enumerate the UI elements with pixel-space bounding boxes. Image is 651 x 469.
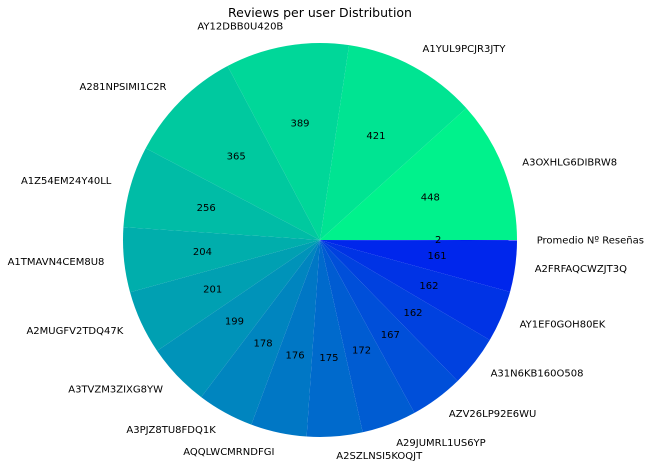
slice-label-aqqlwcmrndfgi: AQQLWCMRNDFGI: [183, 447, 274, 458]
slice-label-a1tmavn4cem8u8: A1TMAVN4CEM8U8: [8, 257, 105, 268]
slice-label-ay12dbb0u420b: AY12DBB0U420B: [197, 21, 283, 32]
slice-value-a31n6kb160o508: 162: [403, 308, 422, 319]
slice-label-a281npsimi1c2r: A281NPSIMI1C2R: [80, 82, 167, 93]
slice-label-a3oxhlg6dibrw8: A3OXHLG6DIBRW8: [522, 157, 617, 168]
pie-slice-ay12dbb0u420b: [227, 43, 350, 241]
pie-slice-azv26lp92e6wu: [320, 240, 458, 413]
slice-label-a3pjz8tu8fdq1k: A3PJZ8TU8FDQ1K: [126, 425, 216, 436]
slice-label-a1yul9pcjr3jty: A1YUL9PCJR3JTY: [423, 44, 507, 55]
pie-slice-a3oxhlg6dibrw8: [320, 108, 517, 240]
pie-slice-a3tvzm3zixg8yw: [157, 240, 320, 398]
pie-slice-a31n6kb160o508: [320, 240, 490, 381]
pie-slice-a2frfaqcwzjt3q: [320, 240, 517, 292]
slice-label-a2mugfv2tdq47k: A2MUGFV2TDQ47K: [26, 326, 123, 337]
slice-value-a1tmavn4cem8u8: 204: [193, 247, 212, 258]
pie-slice-promedio-n-rese-as: [320, 240, 518, 241]
slice-value-a1yul9pcjr3jty: 421: [366, 131, 385, 142]
slice-value-promedio-n-rese-as: 2: [435, 235, 441, 246]
slice-value-a1z54em24y40ll: 256: [197, 203, 216, 214]
slice-labels: A3OXHLG6DIBRW8 A1YUL9PCJR3JTY AY12DBB0U420…: [8, 21, 644, 462]
slice-value-a281npsimi1c2r: 365: [227, 152, 246, 163]
pie-slices: [122, 43, 518, 438]
slice-label-ay1ef0goh80ek: AY1EF0GOH80EK: [520, 319, 606, 330]
slice-label-a31n6kb160o508: A31N6KB160O508: [491, 369, 584, 380]
pie-slice-a3pjz8tu8fdq1k: [201, 240, 320, 425]
pie-slice-a2szlnsi5koqjt: [306, 240, 363, 438]
slice-label-a2frfaqcwzjt3q: A2FRFAQCWZJT3Q: [535, 264, 627, 275]
slice-value-aqqlwcmrndfgi: 176: [286, 351, 305, 362]
pie-slice-a281npsimi1c2r: [145, 66, 320, 240]
slice-value-a2mugfv2tdq47k: 201: [203, 285, 222, 296]
slice-value-a3oxhlg6dibrw8: 448: [421, 193, 440, 204]
pie-slice-a1yul9pcjr3jty: [320, 45, 467, 240]
slice-value-azv26lp92e6wu: 167: [381, 330, 400, 341]
slice-label-azv26lp92e6wu: AZV26LP92E6WU: [449, 409, 536, 420]
slice-value-a3pjz8tu8fdq1k: 178: [254, 339, 273, 350]
slice-value-a2frfaqcwzjt3q: 161: [428, 251, 447, 262]
pie-slice-a1tmavn4cem8u8: [122, 227, 320, 293]
pie-slice-aqqlwcmrndfgi: [251, 240, 320, 437]
slice-label-a3tvzm3zixg8yw: A3TVZM3ZIXG8YW: [68, 384, 163, 395]
pie-slice-a1z54em24y40ll: [123, 148, 320, 240]
slice-value-a29jumrl1us6yp: 172: [352, 346, 371, 357]
slice-label-a1z54em24y40ll: A1Z54EM24Y40LL: [21, 176, 112, 187]
slice-label-a2szlnsi5koqjt: A2SZLNSI5KOQJT: [336, 451, 423, 462]
slice-label-promedio-n-rese-as: Promedio Nº Reseñas: [537, 235, 644, 246]
slice-value-ay1ef0goh80ek: 162: [419, 281, 438, 292]
slice-label-a29jumrl1us6yp: A29JUMRL1US6YP: [396, 438, 486, 449]
slice-value-a2szlnsi5koqjt: 175: [319, 353, 338, 364]
pie-slice-a2mugfv2tdq47k: [130, 240, 320, 351]
slice-value-ay12dbb0u420b: 389: [290, 119, 309, 130]
pie-slice-ay1ef0goh80ek: [320, 240, 511, 340]
chart-title: Reviews per user Distribution: [228, 5, 412, 20]
pie-slice-a29jumrl1us6yp: [320, 240, 415, 433]
slice-value-a3tvzm3zixg8yw: 199: [225, 317, 244, 328]
